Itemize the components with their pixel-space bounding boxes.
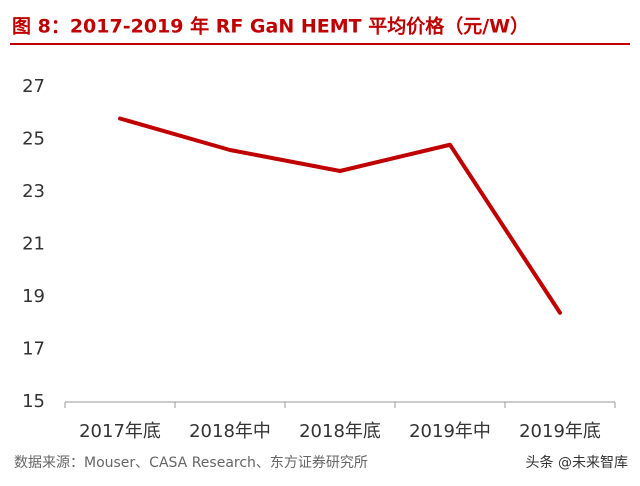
x-tick-label: 2018年底 — [299, 421, 381, 442]
chart-title: 图 8：2017-2019 年 RF GaN HEMT 平均价格（元/W） — [12, 15, 529, 38]
y-tick-label: 19 — [22, 286, 45, 307]
y-tick-label: 15 — [22, 391, 45, 412]
watermark: 头条 @未来智库 — [526, 454, 628, 471]
y-tick-label: 21 — [22, 234, 45, 255]
x-tick-label: 2019年中 — [409, 421, 491, 442]
x-tick-label: 2019年底 — [519, 421, 601, 442]
y-tick-label: 25 — [22, 129, 45, 150]
x-tick-label: 2017年底 — [79, 421, 161, 442]
series-line — [118, 116, 562, 315]
y-tick-label: 23 — [22, 181, 45, 202]
y-tick-label: 17 — [22, 339, 45, 360]
x-tick-label: 2018年中 — [189, 421, 271, 442]
source-note: 数据来源：Mouser、CASA Research、东方证券研究所 — [14, 455, 368, 471]
y-tick-label: 27 — [22, 76, 45, 97]
